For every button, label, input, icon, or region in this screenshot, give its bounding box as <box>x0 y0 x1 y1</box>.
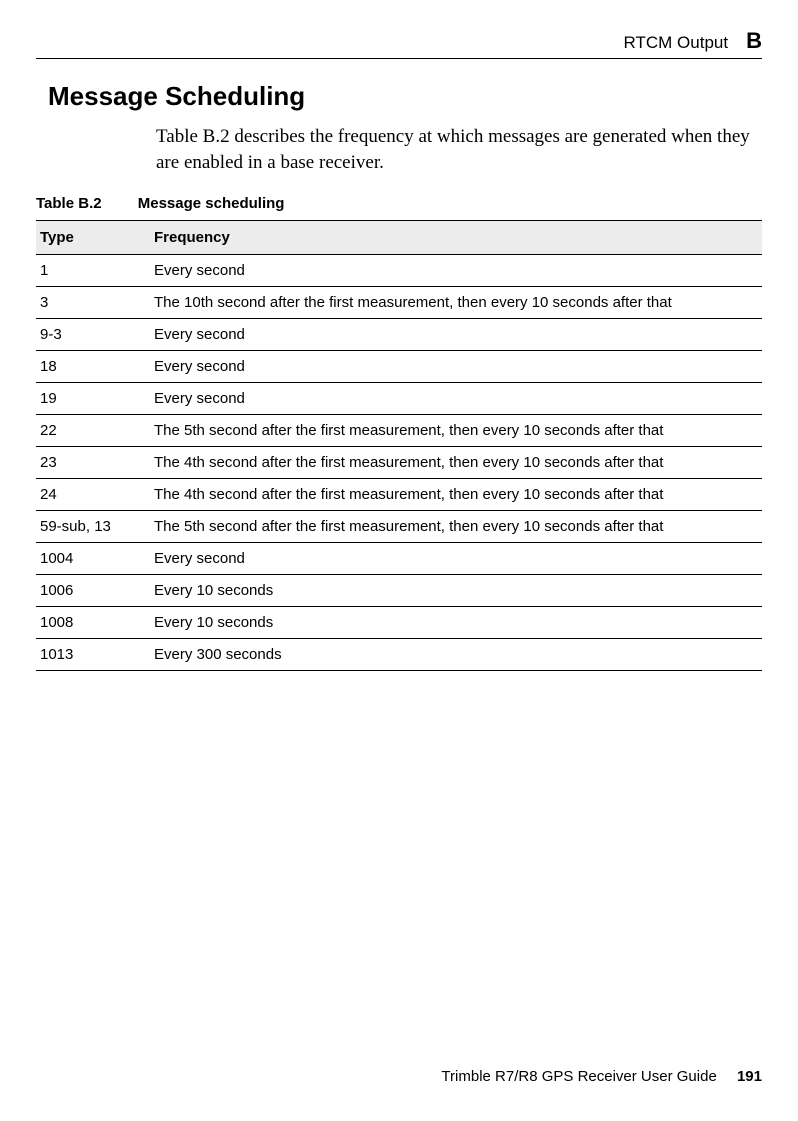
cell-type: 24 <box>36 479 146 511</box>
cell-type: 1006 <box>36 575 146 607</box>
table-row: 1013Every 300 seconds <box>36 639 762 671</box>
cell-type: 1008 <box>36 607 146 639</box>
cell-frequency: Every second <box>146 383 762 415</box>
table-row: 59-sub, 13The 5th second after the first… <box>36 511 762 543</box>
header-section-name: RTCM Output <box>624 33 729 53</box>
cell-type: 18 <box>36 351 146 383</box>
page-footer: Trimble R7/R8 GPS Receiver User Guide 19… <box>441 1068 762 1085</box>
cell-frequency: Every second <box>146 319 762 351</box>
cell-frequency: The 5th second after the first measureme… <box>146 511 762 543</box>
cell-frequency: The 4th second after the first measureme… <box>146 479 762 511</box>
cell-type: 1013 <box>36 639 146 671</box>
table-caption: Table B.2 Message scheduling <box>36 195 762 212</box>
table-caption-title: Message scheduling <box>138 195 285 212</box>
table-row: 1006Every 10 seconds <box>36 575 762 607</box>
cell-type: 9-3 <box>36 319 146 351</box>
table-row: 1004Every second <box>36 543 762 575</box>
cell-type: 1004 <box>36 543 146 575</box>
table-row: 1Every second <box>36 255 762 287</box>
footer-book-title: Trimble R7/R8 GPS Receiver User Guide <box>441 1068 716 1085</box>
cell-frequency: The 5th second after the first measureme… <box>146 415 762 447</box>
cell-frequency: Every 10 seconds <box>146 575 762 607</box>
footer-page-number: 191 <box>737 1068 762 1085</box>
cell-frequency: Every second <box>146 351 762 383</box>
table-row: 9-3Every second <box>36 319 762 351</box>
cell-frequency: The 10th second after the first measurem… <box>146 287 762 319</box>
table-row: 19Every second <box>36 383 762 415</box>
intro-paragraph: Table B.2 describes the frequency at whi… <box>156 124 752 175</box>
page-header: RTCM Output B <box>36 28 762 59</box>
cell-type: 23 <box>36 447 146 479</box>
column-header-type: Type <box>36 221 146 255</box>
table-row: 23The 4th second after the first measure… <box>36 447 762 479</box>
cell-type: 19 <box>36 383 146 415</box>
table-row: 18Every second <box>36 351 762 383</box>
cell-type: 3 <box>36 287 146 319</box>
table-row: 22The 5th second after the first measure… <box>36 415 762 447</box>
table-caption-label: Table B.2 <box>36 195 102 212</box>
cell-type: 59-sub, 13 <box>36 511 146 543</box>
section-heading: Message Scheduling <box>48 81 762 112</box>
table-row: 24The 4th second after the first measure… <box>36 479 762 511</box>
cell-frequency: Every 10 seconds <box>146 607 762 639</box>
column-header-frequency: Frequency <box>146 221 762 255</box>
cell-type: 1 <box>36 255 146 287</box>
table-header-row: Type Frequency <box>36 221 762 255</box>
cell-frequency: Every 300 seconds <box>146 639 762 671</box>
header-appendix-letter: B <box>746 28 762 54</box>
cell-type: 22 <box>36 415 146 447</box>
cell-frequency: Every second <box>146 543 762 575</box>
cell-frequency: Every second <box>146 255 762 287</box>
table-row: 1008Every 10 seconds <box>36 607 762 639</box>
cell-frequency: The 4th second after the first measureme… <box>146 447 762 479</box>
message-scheduling-table: Type Frequency 1Every second3The 10th se… <box>36 220 762 671</box>
table-row: 3The 10th second after the first measure… <box>36 287 762 319</box>
